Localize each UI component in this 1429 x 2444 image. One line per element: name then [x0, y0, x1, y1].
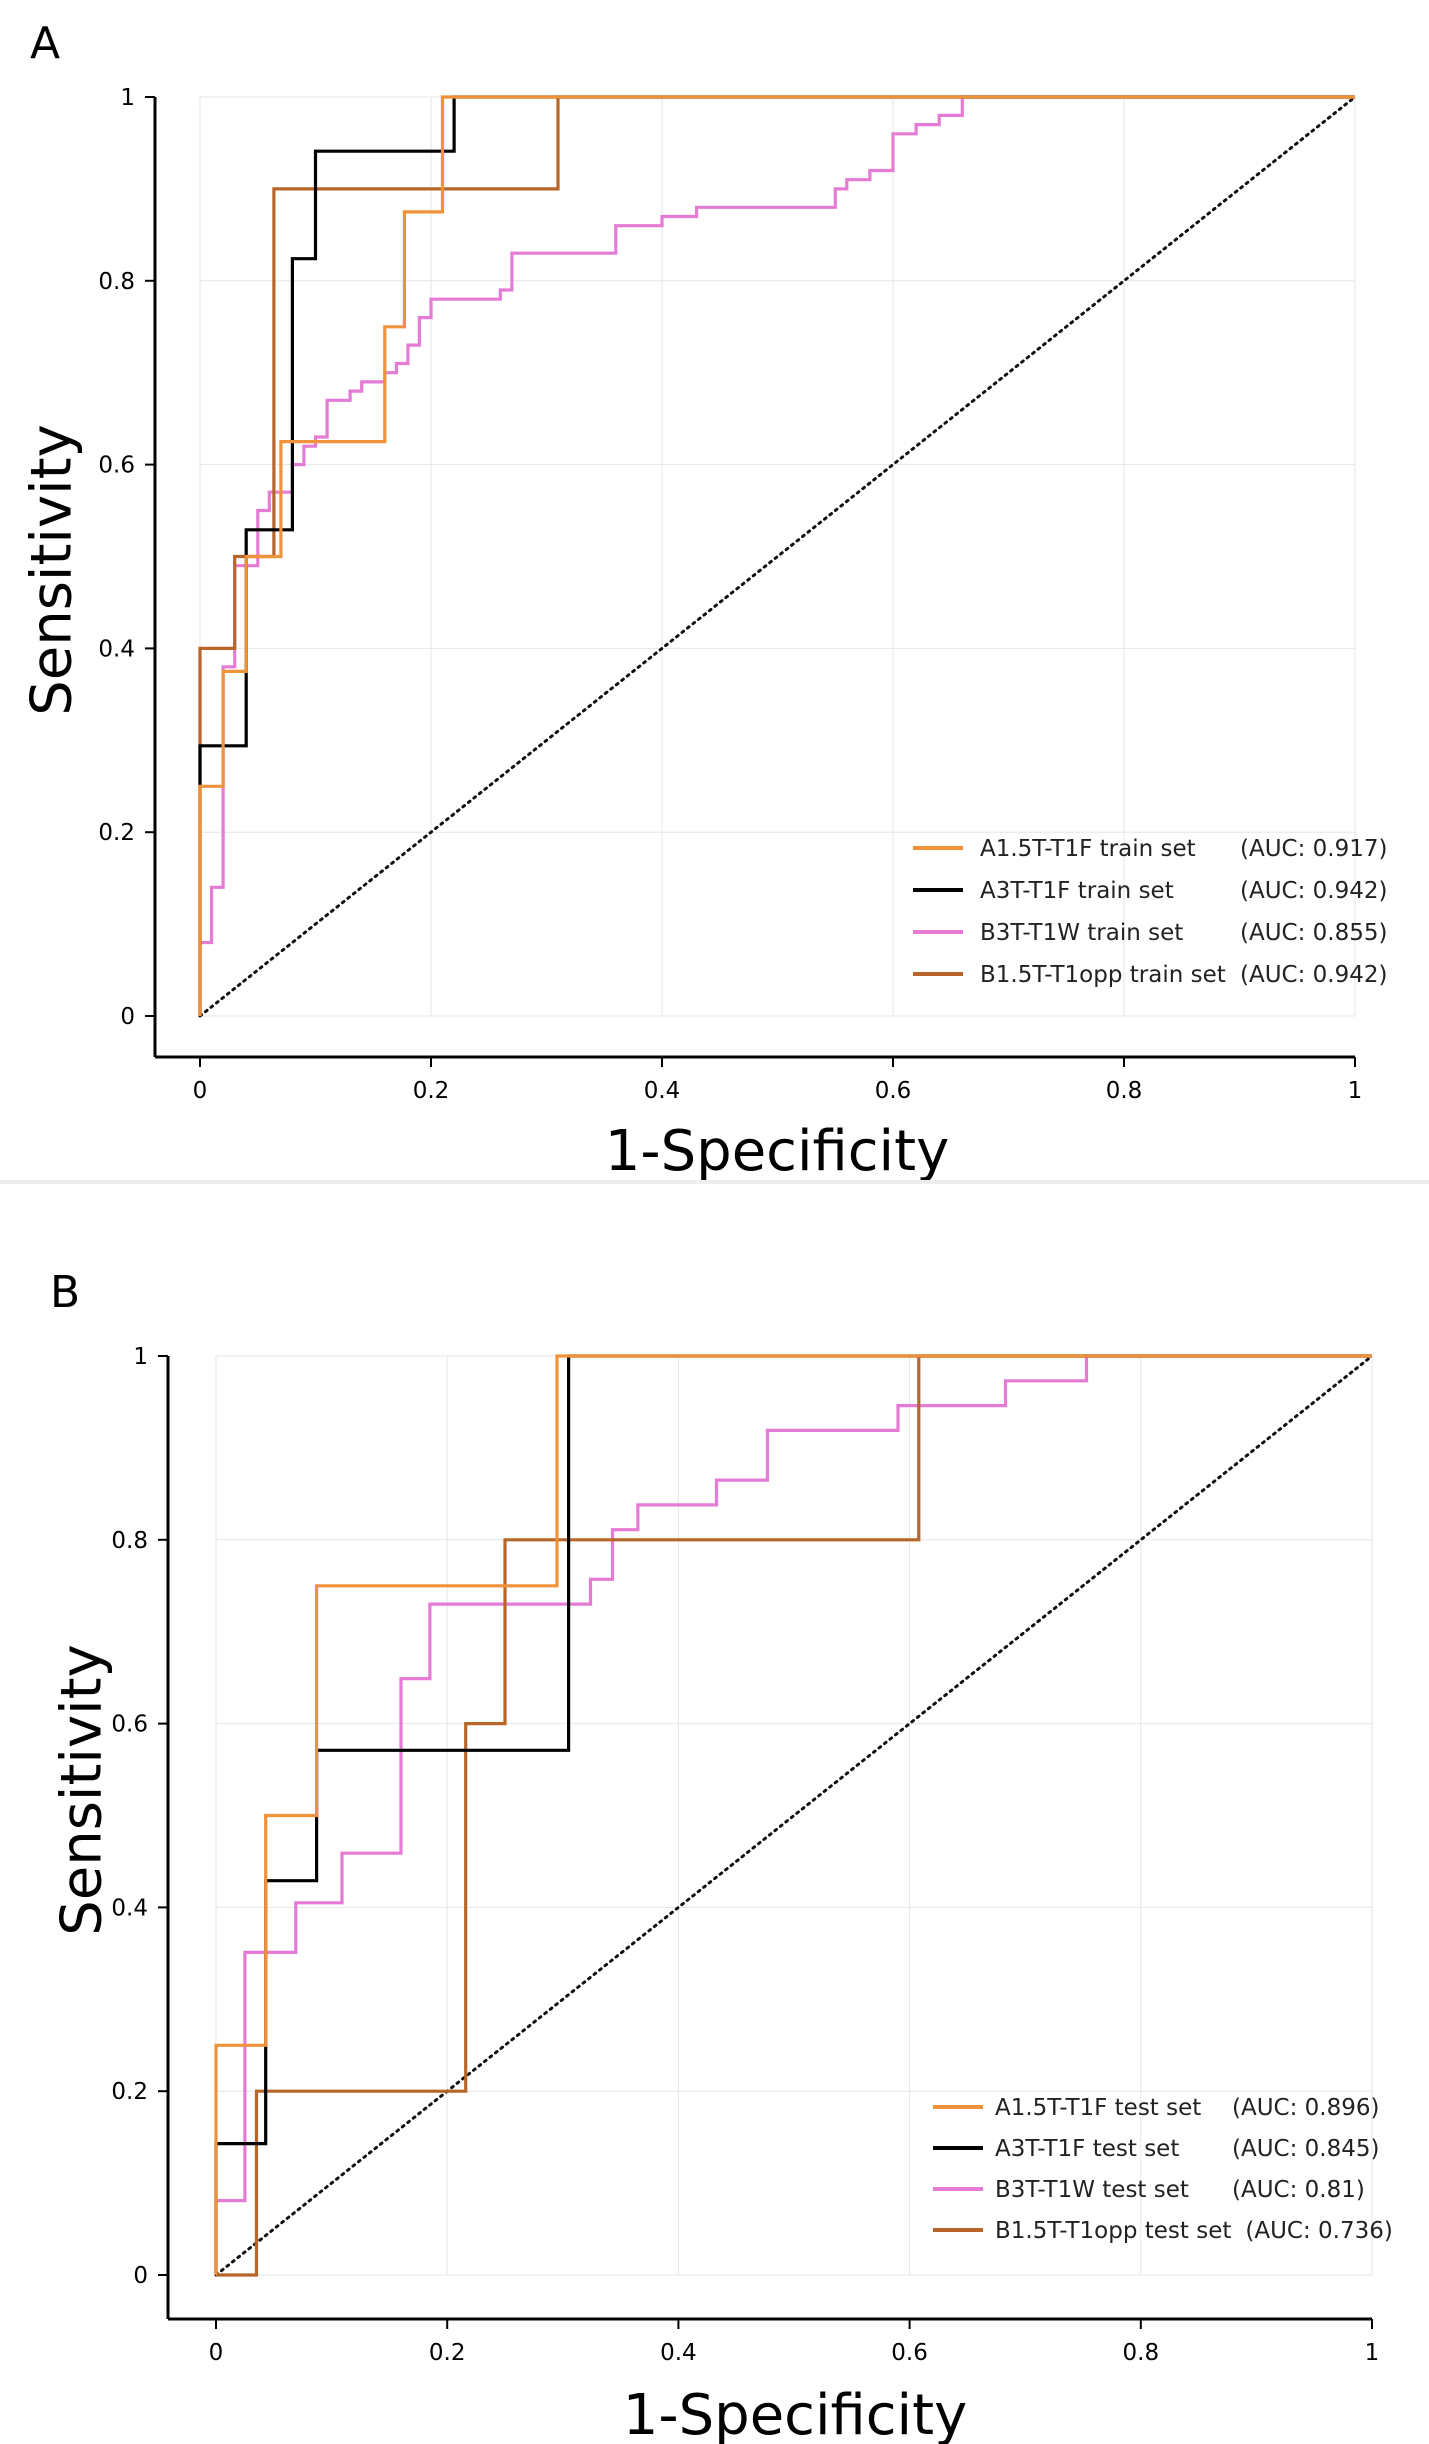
legend: A1.5T-T1F test set (AUC: 0.896) A3T-T1F te…	[933, 2095, 1393, 2244]
x-tick-label: 0.2	[429, 2340, 466, 2366]
legend-label-3: B3T-T1W test set	[995, 2177, 1189, 2203]
x-tick-label: 1	[1365, 2340, 1380, 2366]
legend-label-2: A3T-T1F test set	[995, 2136, 1179, 2162]
x-axis-title: 1-Specificity	[623, 2383, 967, 2444]
y-tick-label: 0.6	[98, 453, 135, 479]
x-tick-label: 0.4	[660, 2340, 697, 2366]
legend-label-4: B1.5T-T1opp test set	[995, 2218, 1231, 2244]
legend-auc-4: (AUC: 0.736)	[1245, 2218, 1392, 2244]
y-tick-label: 0.2	[98, 820, 135, 846]
x-tick-label: 0	[193, 1078, 208, 1104]
legend: A1.5T-T1F train set (AUC: 0.917) A3T-T1F t…	[913, 836, 1387, 988]
y-tick-label: 0.8	[98, 269, 135, 295]
legend-label-2: A3T-T1F train set	[980, 878, 1174, 904]
legend-auc-2: (AUC: 0.942)	[1240, 878, 1387, 904]
x-tick-label: 1	[1348, 1078, 1363, 1104]
roc-curve-series-2	[198, 95, 1355, 1016]
x-axis-title: 1-Specificity	[605, 1119, 949, 1180]
y-tick-label: 0.4	[111, 1895, 148, 1921]
y-tick-label: 0	[133, 2263, 148, 2289]
roc-curve-series-3	[214, 1354, 1372, 2275]
x-tick-label: 0.4	[644, 1078, 681, 1104]
x-tick-label: 0.8	[1123, 2340, 1160, 2366]
roc-curve-series-2	[214, 1354, 1372, 2275]
reference-diagonal-line	[214, 1354, 1374, 2277]
y-tick-label: 0.2	[111, 2079, 148, 2105]
y-tick-label: 0.4	[98, 636, 135, 662]
legend-label-1: A1.5T-T1F train set	[980, 836, 1196, 862]
legend-auc-1: (AUC: 0.896)	[1232, 2095, 1379, 2121]
roc-panel-a: A 0 0.2 0.4 0.6 0.8 1 0 0.2 0.4 0.6 0.8 1 1-Specifici…	[0, 0, 1429, 1180]
y-tick-label: 0.8	[111, 1528, 148, 1554]
roc-curve-series-1	[214, 1354, 1372, 2275]
x-tick-label: 0.2	[413, 1078, 450, 1104]
legend-auc-1: (AUC: 0.917)	[1240, 836, 1387, 862]
legend-auc-4: (AUC: 0.942)	[1240, 962, 1387, 988]
x-tick-label: 0.8	[1106, 1078, 1143, 1104]
y-axis-title: Sensitivity	[20, 424, 85, 716]
y-tick-label: 0	[120, 1004, 135, 1030]
x-tick-label: 0.6	[891, 2340, 928, 2366]
y-tick-label: 1	[133, 1344, 148, 1370]
roc-panel-b: B 0 0.2 0.4 0.6 0.8 1 0 0.2 0.4 0.6 0.8 1 1-Specifici…	[0, 1184, 1429, 2444]
roc-curve-series-4	[216, 1354, 1372, 2277]
x-tick-label: 0.6	[875, 1078, 912, 1104]
legend-auc-3: (AUC: 0.81)	[1232, 2177, 1365, 2203]
roc-curve-series-1	[198, 95, 1355, 1016]
legend-label-3: B3T-T1W train set	[980, 920, 1183, 946]
roc-chart-b: B 0 0.2 0.4 0.6 0.8 1 0 0.2 0.4 0.6 0.8 1 1-Specifici…	[50, 1267, 1393, 2444]
legend-auc-3: (AUC: 0.855)	[1240, 920, 1387, 946]
panel-label: B	[50, 1267, 80, 1318]
x-tick-label: 0	[209, 2340, 224, 2366]
reference-diagonal-line	[198, 95, 1357, 1018]
y-axis-title: Sensitivity	[50, 1644, 115, 1936]
legend-label-4: B1.5T-T1opp train set	[980, 962, 1226, 988]
roc-curve-series-3	[198, 95, 1355, 1016]
panel-divider	[0, 1180, 1429, 1184]
roc-chart-a: A 0 0.2 0.4 0.6 0.8 1 0 0.2 0.4 0.6 0.8 1 1-Specifici…	[20, 18, 1388, 1180]
y-tick-label: 0.6	[111, 1712, 148, 1738]
panel-label: A	[30, 18, 60, 69]
legend-label-1: A1.5T-T1F test set	[995, 2095, 1201, 2121]
legend-auc-2: (AUC: 0.845)	[1232, 2136, 1379, 2162]
y-tick-label: 1	[120, 85, 135, 111]
